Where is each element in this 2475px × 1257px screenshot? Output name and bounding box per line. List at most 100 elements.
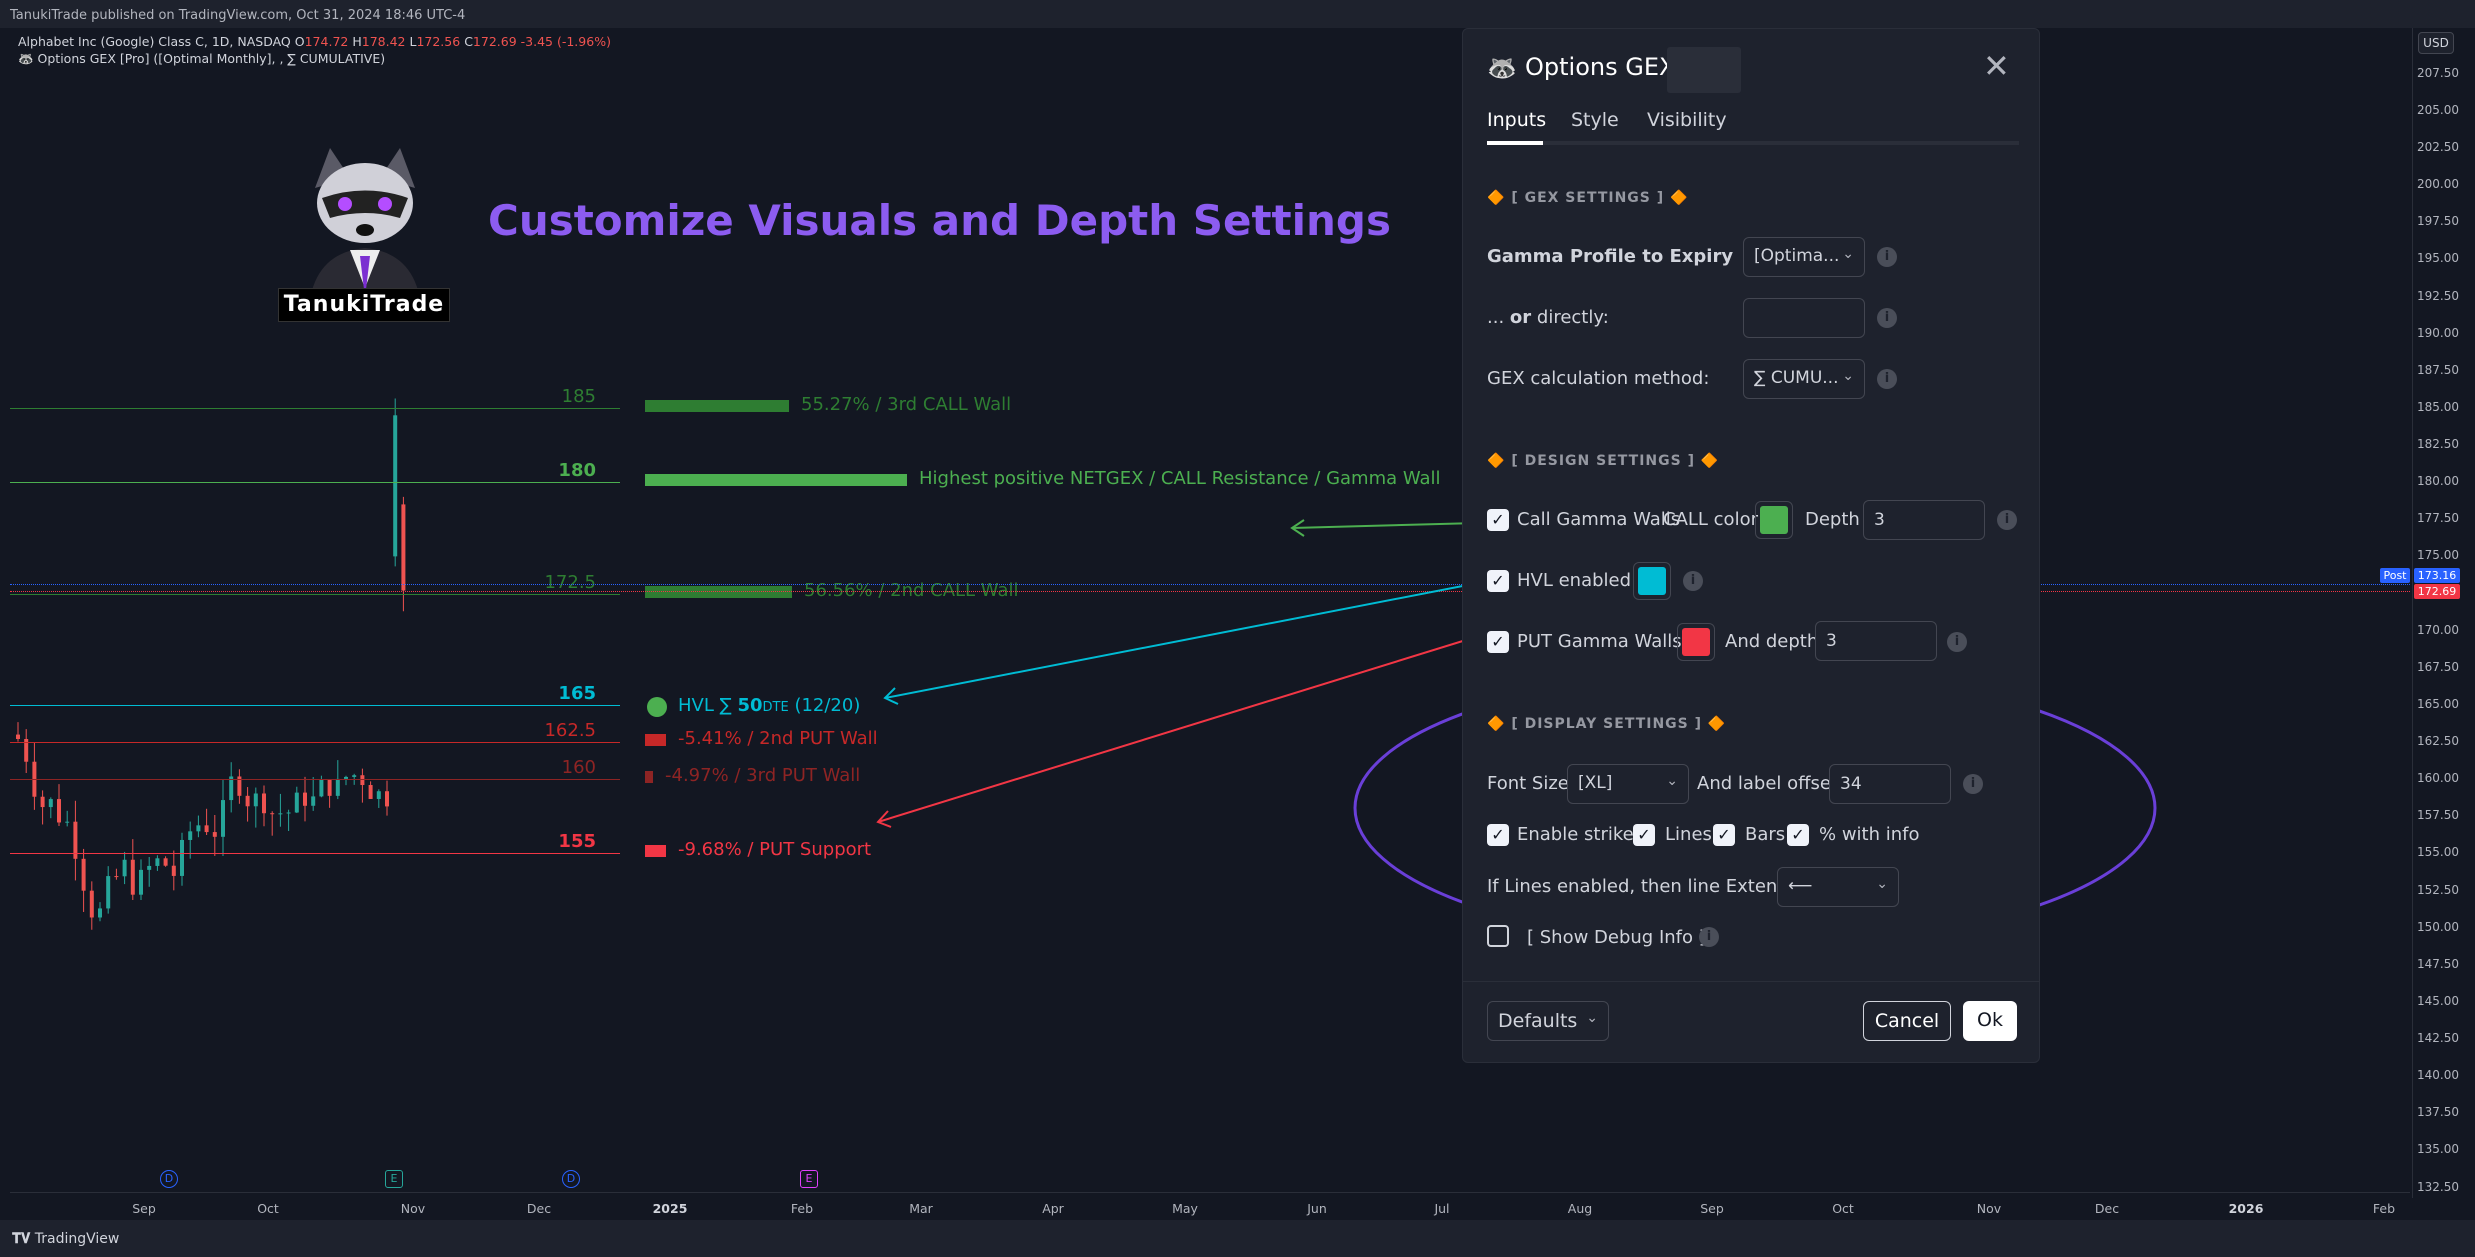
current-price-line — [10, 583, 2410, 585]
hvl-dte: DTE — [762, 700, 789, 715]
hvl-enabled-label: HVL enabled — [1517, 570, 1632, 591]
defaults-label: Defaults — [1498, 1010, 1578, 1032]
currency-button[interactable]: USD — [2418, 32, 2454, 54]
candle-body — [319, 779, 324, 797]
info-icon[interactable]: i — [1683, 571, 1703, 591]
price-tick: 142.50 — [2417, 1031, 2459, 1045]
ok-button[interactable]: Ok — [1963, 1001, 2017, 1041]
call-color-swatch[interactable] — [1755, 501, 1793, 539]
candle-body — [229, 776, 234, 801]
label-offset-input[interactable]: 34 — [1829, 764, 1951, 804]
gamma-profile-select[interactable]: [Optima... ⌄ — [1743, 237, 1865, 277]
level-price-label: 160 — [561, 757, 596, 779]
chevron-down-icon: ⌄ — [1842, 246, 1854, 262]
calc-method-select[interactable]: ∑ CUMU... ⌄ — [1743, 359, 1865, 399]
tab-style[interactable]: Style — [1571, 109, 1619, 131]
level-line — [10, 482, 620, 484]
depth-input[interactable]: 3 — [1863, 500, 1985, 540]
price-tick: 180.00 — [2417, 474, 2459, 489]
hvl-date: (12/20) — [794, 695, 861, 716]
info-icon[interactable]: i — [1877, 308, 1897, 328]
tradingview-logo-icon: 𝐓𝐕 — [12, 1231, 31, 1247]
info-icon[interactable]: i — [1877, 369, 1897, 389]
call-color-fill — [1760, 506, 1788, 534]
time-tick: Sep — [1700, 1201, 1724, 1216]
enable-strikes-label: Enable strikes — [1517, 824, 1644, 845]
time-tick: Nov — [400, 1201, 426, 1216]
and-depth-input[interactable]: 3 — [1815, 621, 1937, 661]
symbol-header[interactable]: Alphabet Inc (Google) Class C, 1D, NASDA… — [18, 34, 611, 49]
candle-body — [147, 865, 152, 870]
brand-badge: TanukiTrade — [278, 288, 450, 322]
or-directly-label: ... or directly: — [1487, 307, 1609, 328]
price-tick: 207.50 — [2417, 65, 2459, 80]
post-price: 173.16 — [2417, 569, 2457, 582]
hvl-color-swatch[interactable] — [1633, 562, 1671, 600]
info-icon[interactable]: i — [1997, 510, 2017, 530]
bars-checkbox[interactable]: ✓ — [1713, 824, 1735, 846]
level-bar — [645, 474, 907, 487]
level-text: -9.68% / PUT Support — [678, 839, 872, 861]
debug-checkbox[interactable] — [1487, 925, 1509, 947]
level-bar — [645, 771, 653, 784]
publisher-bar: TanukiTrade published on TradingView.com… — [0, 0, 2475, 28]
defaults-button[interactable]: Defaults ⌄ — [1487, 1001, 1609, 1041]
line-extension-select[interactable]: ⟵ ⌄ — [1777, 867, 1899, 907]
dividend-event-icon[interactable]: D — [160, 1170, 178, 1188]
dividend-event-icon[interactable]: D — [562, 1170, 580, 1188]
time-tick: Sep — [132, 1201, 156, 1216]
time-tick: Aug — [1567, 1201, 1593, 1216]
candle-body — [24, 738, 29, 762]
chevron-down-icon: ⌄ — [1586, 1010, 1598, 1026]
tab-inputs[interactable]: Inputs — [1487, 109, 1547, 131]
enable-strikes-checkbox[interactable]: ✓ — [1487, 824, 1509, 846]
candle-body — [352, 775, 357, 777]
time-tick: 2026 — [2228, 1201, 2264, 1216]
lines-label: Lines — [1665, 824, 1712, 845]
info-icon[interactable]: i — [1947, 632, 1967, 652]
gex-settings-header: 🔶 [ GEX SETTINGS ] 🔶 — [1487, 190, 1689, 206]
low-label: L — [409, 34, 417, 49]
info-icon[interactable]: i — [1877, 247, 1897, 267]
candle-body — [89, 890, 94, 918]
earnings-event-icon[interactable]: E — [385, 1170, 403, 1188]
change-value: -3.45 (-1.96%) — [520, 34, 611, 49]
line-extension-value: ⟵ — [1788, 876, 1813, 896]
lines-checkbox[interactable]: ✓ — [1633, 824, 1655, 846]
chart-pane[interactable] — [10, 28, 2410, 1198]
time-axis[interactable]: Sep Oct Nov Dec 2025 Feb Mar Apr May Jun Jul Aug Sep… — [10, 1192, 2410, 1220]
level-line — [10, 407, 620, 409]
indicator-legend[interactable]: 🦝 Options GEX [Pro] ([Optimal Monthly], … — [18, 51, 385, 67]
design-settings-header: 🔶 [ DESIGN SETTINGS ] 🔶 — [1487, 453, 1720, 469]
chevron-down-icon: ⌄ — [1666, 773, 1678, 789]
close-label: C — [464, 34, 473, 49]
time-tick: May — [1172, 1201, 1198, 1216]
close-icon[interactable]: ✕ — [1983, 47, 2010, 85]
price-axis[interactable]: 207.50 205.00 202.50 200.00 197.50 195.00 192.… — [2412, 28, 2475, 1198]
price-tick: 167.50 — [2417, 659, 2459, 674]
title-redaction — [1667, 47, 1741, 93]
or-directly-input[interactable] — [1743, 298, 1865, 338]
put-walls-label: PUT Gamma Walls — [1517, 631, 1682, 652]
price-tick: 147.50 — [2417, 956, 2459, 971]
candle-body — [376, 791, 381, 799]
time-tick: Nov — [1976, 1201, 2002, 1216]
candle-body — [81, 858, 86, 891]
candle-body — [114, 876, 119, 878]
hvl-dot — [647, 697, 667, 717]
high-value: 178.42 — [361, 34, 406, 49]
candle-body — [139, 869, 143, 895]
font-size-select[interactable]: [XL] ⌄ — [1567, 764, 1689, 804]
call-walls-checkbox[interactable]: ✓ — [1487, 509, 1509, 531]
info-icon[interactable]: i — [1699, 927, 1719, 947]
cancel-button[interactable]: Cancel — [1863, 1001, 1951, 1041]
earnings-event-icon[interactable]: E — [800, 1170, 818, 1188]
tab-visibility[interactable]: Visibility — [1647, 109, 1727, 131]
hvl-enabled-checkbox[interactable]: ✓ — [1487, 570, 1509, 592]
price-tick: 160.00 — [2417, 771, 2459, 786]
info-icon[interactable]: i — [1963, 774, 1983, 794]
pct-info-checkbox[interactable]: ✓ — [1787, 824, 1809, 846]
put-color-swatch[interactable] — [1677, 623, 1715, 661]
put-walls-checkbox[interactable]: ✓ — [1487, 631, 1509, 653]
level-price-label: 162.5 — [544, 720, 596, 741]
